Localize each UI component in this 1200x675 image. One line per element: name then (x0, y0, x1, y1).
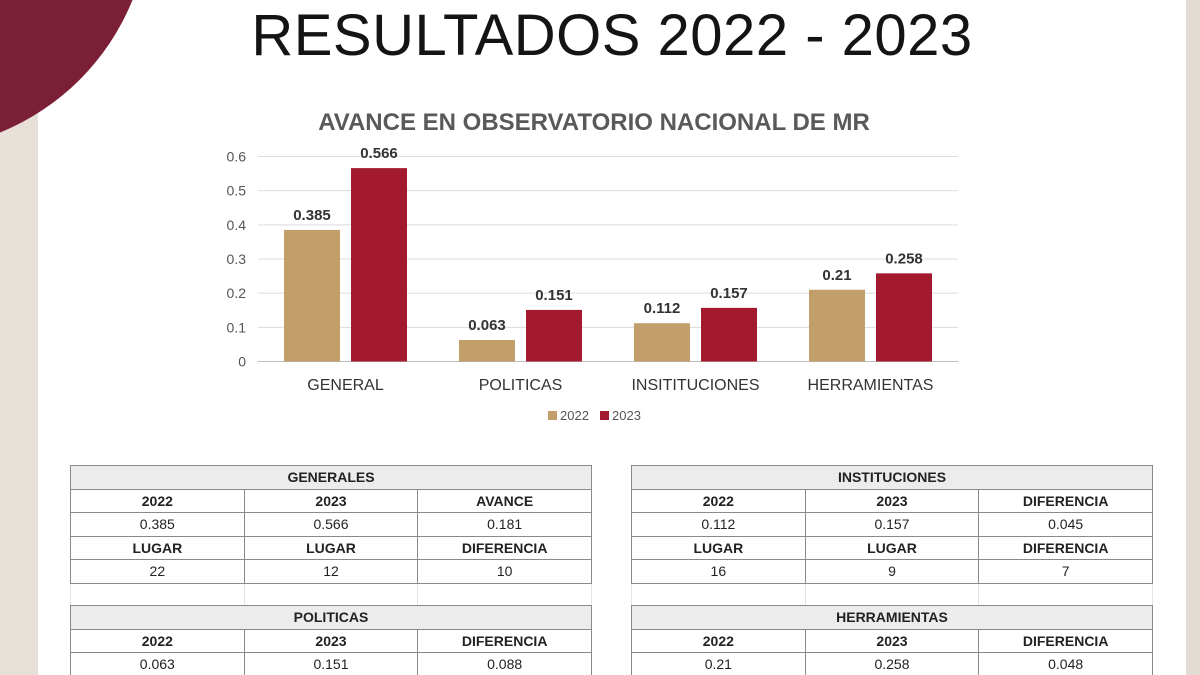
instituciones-title: INSTITUCIONES (631, 465, 1153, 490)
legend-swatch (600, 411, 609, 420)
herramientas-v-2022: 0.21 (631, 652, 806, 675)
herramientas-h-2022: 2022 (631, 628, 806, 653)
right-border (1186, 0, 1200, 675)
legend-label: 2022 (560, 408, 589, 423)
generales-h-diferencia: DIFERENCIA (417, 535, 592, 560)
data-label: 0.112 (644, 300, 681, 317)
empty-cell (804, 582, 980, 606)
herramientas-v-diferencia: 0.048 (978, 652, 1153, 675)
y-tick-label: 0.2 (227, 285, 247, 301)
bar-2022 (284, 229, 340, 362)
bar-chart: AVANCE EN OBSERVATORIO NACIONAL DE MR 0 0… (227, 109, 958, 423)
y-tick-label: 0.1 (227, 319, 247, 335)
politicas-table: POLITICAS 2022 2023 DIFERENCIA 0.063 0.1… (70, 605, 592, 675)
generales-h-lugar-2022: LUGAR (70, 535, 245, 560)
y-tick-label: 0 (238, 354, 246, 370)
generales-h-avance: AVANCE (417, 488, 592, 513)
corner-decoration (0, 0, 160, 150)
empty-cell (631, 582, 806, 606)
generales-v-lugar-2022: 22 (70, 559, 245, 584)
bar-2022 (809, 289, 865, 362)
bar-2022 (459, 339, 515, 362)
generales-table: GENERALES 2022 2023 AVANCE 0.385 0.566 0… (70, 465, 592, 606)
generales-v-diferencia: 10 (417, 559, 592, 584)
generales-h-lugar-2023: LUGAR (243, 535, 419, 560)
data-label: 0.385 (293, 207, 331, 224)
instituciones-h-lugar-2022: LUGAR (631, 535, 806, 560)
instituciones-v-lugar-diferencia: 7 (978, 559, 1153, 584)
y-tick-label: 0.6 (227, 149, 247, 165)
data-label: 0.566 (360, 145, 398, 162)
generales-v-lugar-2023: 12 (243, 559, 419, 584)
empty-cell (417, 582, 592, 606)
y-tick-label: 0.3 (227, 251, 247, 267)
bar-2023 (701, 307, 757, 362)
instituciones-v-2023: 0.157 (804, 512, 980, 537)
x-tick-label: HERRAMIENTAS (808, 377, 934, 394)
bar-2023 (876, 273, 932, 362)
instituciones-v-lugar-2023: 9 (804, 559, 980, 584)
instituciones-v-diferencia: 0.045 (978, 512, 1153, 537)
generales-v-avance: 0.181 (417, 512, 592, 537)
bar-2022 (634, 323, 690, 362)
y-tick-label: 0.4 (227, 217, 247, 233)
instituciones-h-2023: 2023 (804, 488, 980, 513)
data-label: 0.258 (885, 250, 923, 267)
legend-swatch (548, 411, 557, 420)
generales-v-2023: 0.566 (243, 512, 419, 537)
data-label: 0.21 (822, 267, 851, 284)
herramientas-v-2023: 0.258 (804, 652, 980, 675)
data-label: 0.151 (535, 287, 573, 304)
bar-2023 (526, 309, 582, 362)
generales-h-2023: 2023 (243, 488, 419, 513)
instituciones-table: INSTITUCIONES 2022 2023 DIFERENCIA 0.112… (631, 465, 1153, 606)
generales-title: GENERALES (70, 465, 592, 490)
legend-label: 2023 (612, 408, 641, 423)
empty-cell (978, 582, 1153, 606)
politicas-h-2023: 2023 (243, 628, 419, 653)
herramientas-h-2023: 2023 (804, 628, 980, 653)
page-title: RESULTADOS 2022 - 2023 (251, 3, 973, 68)
empty-cell (70, 582, 245, 606)
x-tick-label: GENERAL (307, 377, 384, 394)
data-label: 0.063 (468, 317, 506, 334)
instituciones-v-2022: 0.112 (631, 512, 806, 537)
instituciones-v-lugar-2022: 16 (631, 559, 806, 584)
y-tick-label: 0.5 (227, 183, 247, 199)
generales-h-2022: 2022 (70, 488, 245, 513)
politicas-h-diferencia: DIFERENCIA (417, 628, 592, 653)
bar-2023 (351, 168, 407, 362)
politicas-v-2022: 0.063 (70, 652, 245, 675)
chart-title: AVANCE EN OBSERVATORIO NACIONAL DE MR (318, 109, 870, 136)
politicas-title: POLITICAS (70, 605, 592, 630)
data-label: 0.157 (710, 285, 748, 302)
x-tick-label: INSITITUCIONES (631, 377, 759, 394)
politicas-h-2022: 2022 (70, 628, 245, 653)
empty-cell (243, 582, 419, 606)
instituciones-h-2022: 2022 (631, 488, 806, 513)
politicas-v-2023: 0.151 (243, 652, 419, 675)
instituciones-h-diferencia: DIFERENCIA (978, 488, 1153, 513)
politicas-v-diferencia: 0.088 (417, 652, 592, 675)
generales-v-2022: 0.385 (70, 512, 245, 537)
herramientas-table: HERRAMIENTAS 2022 2023 DIFERENCIA 0.21 0… (631, 605, 1153, 675)
herramientas-h-diferencia: DIFERENCIA (978, 628, 1153, 653)
instituciones-h-lugar-2023: LUGAR (804, 535, 980, 560)
herramientas-title: HERRAMIENTAS (631, 605, 1153, 630)
x-tick-label: POLITICAS (479, 377, 563, 394)
instituciones-h-lugar-diferencia: DIFERENCIA (978, 535, 1153, 560)
